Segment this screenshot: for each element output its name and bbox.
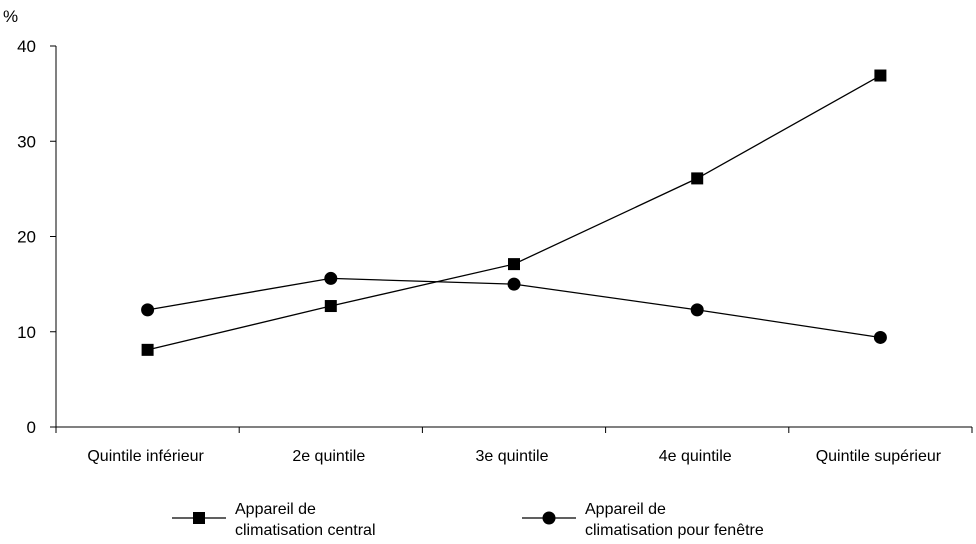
legend-item: Appareil de climatisation pour fenêtre <box>522 501 764 539</box>
series-window <box>141 271 887 344</box>
legend-item: Appareil de climatisation central <box>172 501 376 539</box>
data-point-circle <box>690 303 704 317</box>
legend-label: Appareil de <box>585 501 666 518</box>
y-tick-label: 0 <box>27 418 36 437</box>
data-point-square <box>508 258 520 271</box>
legend-label: climatisation pour fenêtre <box>585 522 764 539</box>
chart-axes: 0 10 20 30 40% Quintile inférieur 2e quintile 3… <box>3 7 973 465</box>
data-point-square <box>874 69 887 82</box>
series-central <box>141 69 887 356</box>
x-tick-label: Quintile supérieur <box>816 448 942 465</box>
x-tick-label: 3e quintile <box>476 448 549 465</box>
legend-circle-marker <box>542 511 556 525</box>
data-point-square <box>141 343 154 356</box>
legend-square-marker <box>193 512 205 524</box>
x-tick-label: 2e quintile <box>292 448 365 465</box>
x-tick-label: Quintile inférieur <box>87 448 204 465</box>
x-tick-label: 4e quintile <box>659 448 732 465</box>
y-tick-label: 20 <box>17 228 36 247</box>
legend-label: Appareil de <box>235 501 316 518</box>
data-point-square <box>324 300 337 313</box>
y-tick-label: 40 <box>17 37 36 56</box>
data-point-square <box>691 172 704 185</box>
series-line <box>147 74 881 351</box>
chart-series <box>141 69 887 356</box>
data-point-circle <box>324 271 338 285</box>
data-point-circle <box>507 277 521 291</box>
data-point-circle <box>873 330 887 344</box>
y-axis-label: % <box>3 7 18 26</box>
legend-label: climatisation central <box>235 522 376 539</box>
y-tick-label: 30 <box>17 132 36 151</box>
data-point-circle <box>141 303 155 317</box>
y-tick-label: 10 <box>17 323 36 342</box>
